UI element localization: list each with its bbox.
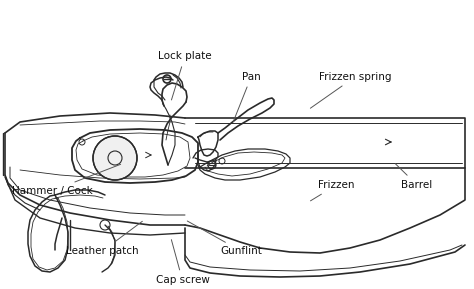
Circle shape bbox=[93, 136, 137, 180]
Text: Lock plate: Lock plate bbox=[158, 51, 212, 100]
Text: Frizzen: Frizzen bbox=[310, 180, 355, 201]
Text: Frizzen spring: Frizzen spring bbox=[310, 72, 392, 108]
Text: Cap screw: Cap screw bbox=[155, 240, 210, 285]
Text: Hammer / Cock: Hammer / Cock bbox=[12, 164, 121, 196]
Text: Gunflint: Gunflint bbox=[187, 221, 263, 256]
Text: Barrel: Barrel bbox=[395, 164, 433, 190]
Text: Leather patch: Leather patch bbox=[65, 221, 142, 256]
Text: Pan: Pan bbox=[233, 72, 261, 122]
